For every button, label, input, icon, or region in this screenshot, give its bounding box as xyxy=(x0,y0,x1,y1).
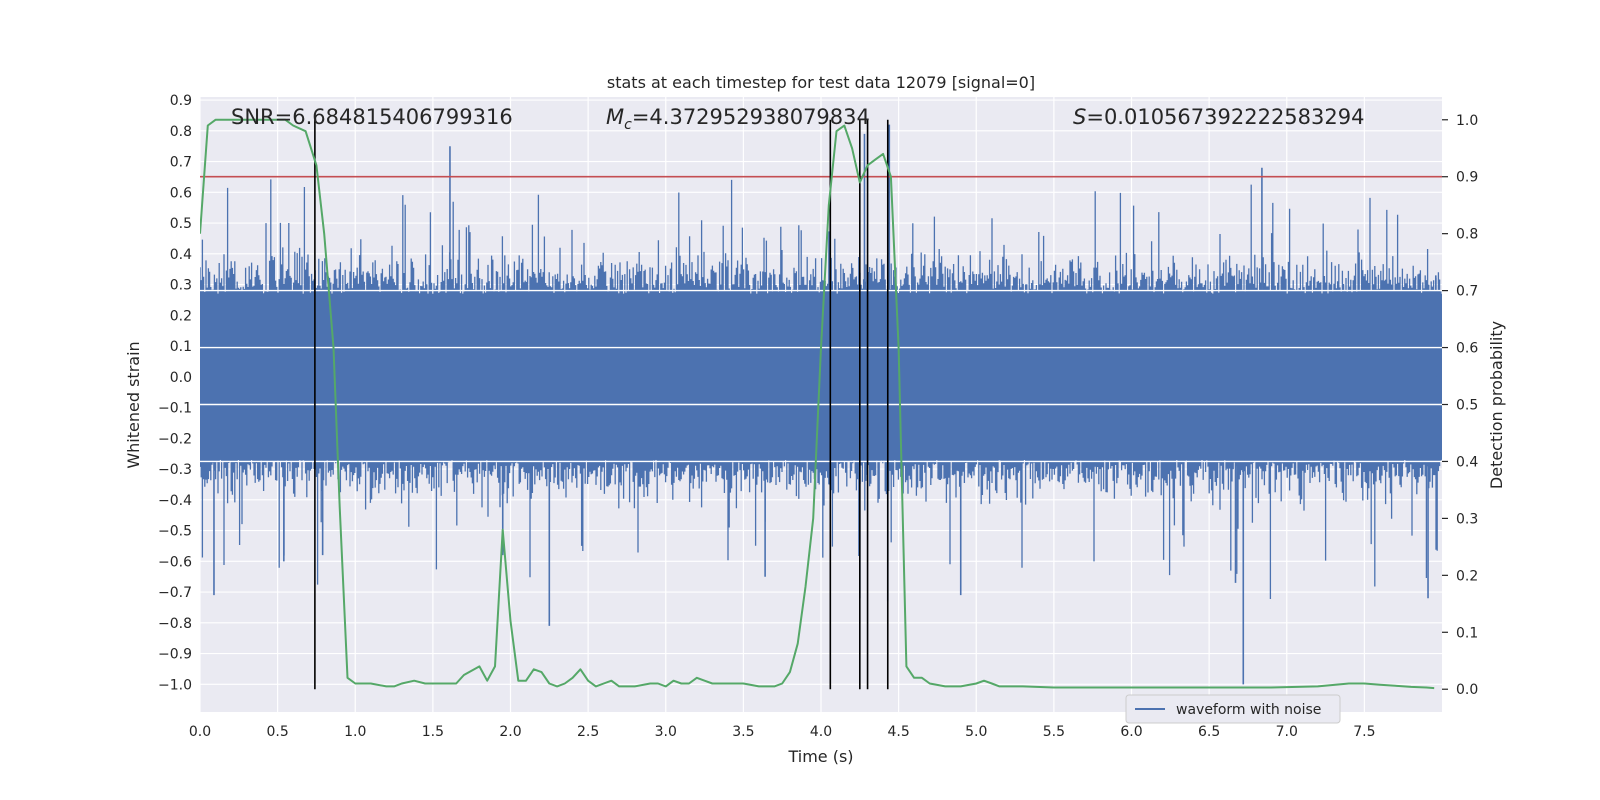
x-tick-label: 7.5 xyxy=(1353,724,1375,740)
chart-title: stats at each timestep for test data 120… xyxy=(607,73,1035,92)
x-tick-label: 6.5 xyxy=(1198,724,1220,740)
snr-annotation: SNR=6.684815406799316 xyxy=(231,105,513,129)
waveform-series xyxy=(200,124,1442,685)
y-tick-label: −0.2 xyxy=(158,431,192,447)
y-axis-label: Whitened strain xyxy=(124,341,143,468)
y-tick-label: −0.6 xyxy=(158,554,192,570)
x-tick-labels: 0.0 0.5 1.0 1.5 2.0 2.5 3.0 3.5 4.0 4.5 5.0 5.5 6.0 6… xyxy=(189,724,1376,740)
y2-tick-label: 0.3 xyxy=(1456,511,1478,527)
x-tick-label: 6.0 xyxy=(1120,724,1142,740)
y-tick-label: −0.9 xyxy=(158,647,192,663)
x-tick-label: 0.5 xyxy=(266,724,288,740)
legend-label: waveform with noise xyxy=(1176,702,1321,718)
y2-tick-label: 0.9 xyxy=(1456,170,1478,186)
y-tick-label: 0.7 xyxy=(170,155,192,171)
y-tick-label: −0.4 xyxy=(158,493,192,509)
x-tick-label: 4.5 xyxy=(887,724,909,740)
s-symbol: S xyxy=(1073,105,1086,129)
y2-tick-label: 0.0 xyxy=(1456,682,1478,698)
mc-symbol: M xyxy=(606,105,624,129)
y-tick-label: −0.8 xyxy=(158,616,192,632)
y-tick-label: −0.7 xyxy=(158,585,192,601)
y-tick-label: 0.9 xyxy=(170,93,192,109)
x-tick-label: 1.0 xyxy=(344,724,366,740)
x-tick-label: 3.5 xyxy=(732,724,754,740)
y-tick-label: 0.5 xyxy=(170,216,192,232)
mc-subscript: c xyxy=(624,117,632,133)
mc-value: =4.372952938079834 xyxy=(632,105,870,129)
y2-axis-label: Detection probability xyxy=(1487,321,1506,489)
y2-tick-label: 0.7 xyxy=(1456,284,1478,300)
x-tick-label: 2.0 xyxy=(499,724,521,740)
s-annotation: S=0.010567392222583294 xyxy=(1073,105,1364,129)
y2-tick-label: 0.2 xyxy=(1456,568,1478,584)
y-tick-label: 0.6 xyxy=(170,185,192,201)
y2-tick-label: 0.5 xyxy=(1456,398,1478,414)
y2-tick-label: 0.1 xyxy=(1456,625,1478,641)
y-tick-label: −0.1 xyxy=(158,401,192,417)
detection-vlines xyxy=(314,119,889,690)
y-tick-label: 0.8 xyxy=(170,124,192,140)
y-tick-labels: 0.9 0.8 0.7 0.6 0.5 0.4 0.3 0.2 0.1 0.0 −0.1 −0.2 −0… xyxy=(158,93,192,693)
s-value: =0.010567392222583294 xyxy=(1086,105,1364,129)
x-tick-label: 1.5 xyxy=(422,724,444,740)
y-tick-label: 0.3 xyxy=(170,278,192,294)
y-tick-label: −1.0 xyxy=(158,677,192,693)
x-tick-label: 5.5 xyxy=(1043,724,1065,740)
x-tick-label: 4.0 xyxy=(810,724,832,740)
y-tick-label: 0.0 xyxy=(170,370,192,386)
y-tick-label: 0.2 xyxy=(170,308,192,324)
y2-tick-labels: 1.0 0.9 0.8 0.7 0.6 0.5 0.4 0.3 0.2 0.1 0.0 xyxy=(1442,113,1478,698)
x-tick-label: 0.0 xyxy=(189,724,211,740)
legend: waveform with noise xyxy=(1125,694,1341,724)
probability-line xyxy=(200,118,1435,690)
y2-tick-label: 0.6 xyxy=(1456,341,1478,357)
y-tick-label: 0.1 xyxy=(170,339,192,355)
x-tick-label: 3.0 xyxy=(655,724,677,740)
legend-box xyxy=(1125,694,1341,724)
x-tick-label: 7.0 xyxy=(1276,724,1298,740)
waveform-core xyxy=(200,293,1442,460)
y-tick-label: 0.4 xyxy=(170,247,192,263)
x-tick-label: 2.5 xyxy=(577,724,599,740)
chirp-mass-annotation: Mc=4.372952938079834 xyxy=(606,105,870,133)
y2-tick-label: 1.0 xyxy=(1456,113,1478,129)
x-axis-label: Time (s) xyxy=(787,747,853,766)
y-tick-label: −0.3 xyxy=(158,462,192,478)
y2-tick-label: 0.8 xyxy=(1456,227,1478,243)
y2-tick-label: 0.4 xyxy=(1456,454,1478,470)
probability-series xyxy=(200,118,1435,690)
y-tick-label: −0.5 xyxy=(158,524,192,540)
x-tick-label: 5.0 xyxy=(965,724,987,740)
